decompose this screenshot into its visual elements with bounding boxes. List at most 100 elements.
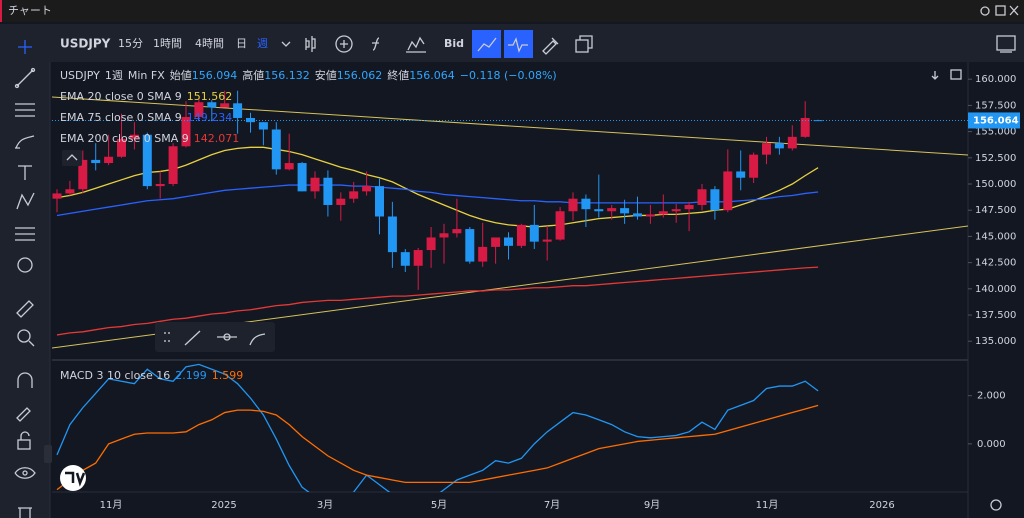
x-tick-label: 2026 xyxy=(869,500,894,511)
candle-body xyxy=(400,252,410,266)
x-tick-label: 9月 xyxy=(644,499,660,511)
toolbar-symbol[interactable]: USDJPY xyxy=(60,37,111,51)
candle-body xyxy=(633,213,642,217)
candle-body xyxy=(207,102,217,108)
ohlc-label: 始値 xyxy=(170,68,192,82)
candle-body xyxy=(504,237,513,246)
interval-button[interactable]: 日 xyxy=(236,37,247,50)
candle-body xyxy=(491,237,501,247)
y-tick-label: 140.000 xyxy=(975,284,1016,295)
y-tick-label: 155.000 xyxy=(975,127,1016,138)
candle-body xyxy=(439,233,449,238)
y-tick-label: 157.500 xyxy=(975,100,1016,111)
ohlc-value: 156.062 xyxy=(337,69,383,82)
candle-body xyxy=(568,198,578,212)
overlay: 135.000 137.500 140.000 142.500 145.000 147.5… xyxy=(60,68,1020,511)
candle-body xyxy=(465,229,475,262)
line-mode-button[interactable] xyxy=(472,30,501,58)
candle-body xyxy=(645,214,655,217)
candle-body xyxy=(555,211,565,240)
candle-body xyxy=(684,204,694,210)
icon xyxy=(508,37,528,53)
ohlc-label: 終値 xyxy=(387,68,409,82)
candle-body xyxy=(78,159,88,190)
candle-body xyxy=(787,136,797,149)
candle-body xyxy=(658,211,668,215)
ohlc-value: 156.132 xyxy=(264,69,310,82)
price-side-button[interactable]: Bid xyxy=(444,37,464,50)
candle-body xyxy=(723,171,733,211)
candle-body xyxy=(736,171,746,178)
legend-entry: EMA 200 close 0 SMA 9 xyxy=(60,132,189,145)
candle-body xyxy=(542,239,552,242)
candle-body xyxy=(607,208,617,212)
candle-body xyxy=(323,177,333,205)
icon xyxy=(477,37,497,52)
legend-value: 2.199 xyxy=(175,369,207,382)
candle-body xyxy=(336,198,346,205)
candle-body xyxy=(413,250,423,266)
sidebar-toggle[interactable] xyxy=(44,445,52,463)
y-tick-label: 152.500 xyxy=(975,153,1016,164)
legend-value: 151.562 xyxy=(187,90,233,103)
x-tick-label: 2025 xyxy=(211,500,236,511)
settings-icon[interactable] xyxy=(990,499,1002,511)
y-tick-label: 135.000 xyxy=(975,336,1016,347)
toolbar-icons[interactable] xyxy=(305,35,426,53)
candle-body xyxy=(258,122,268,130)
legend-value: 1.599 xyxy=(212,369,244,382)
candle-body xyxy=(529,224,539,242)
candle-body xyxy=(233,103,243,118)
candle-body xyxy=(697,189,707,205)
ema-line xyxy=(56,266,819,336)
candle-body xyxy=(91,159,101,164)
y-tick-label: 160.000 xyxy=(975,74,1016,85)
candle-body xyxy=(516,224,526,246)
legend-symbol: USDJPY xyxy=(60,69,100,82)
title-bar xyxy=(0,0,1024,22)
candle-body xyxy=(181,116,191,147)
macd-pane xyxy=(56,363,819,492)
legend-entry: EMA 75 close 0 SMA 9 xyxy=(60,111,182,124)
interval-button-active[interactable]: 週 xyxy=(257,37,268,50)
floating-tools[interactable] xyxy=(164,330,266,346)
window-icons[interactable] xyxy=(980,5,1019,16)
candle-body xyxy=(349,191,359,199)
candle-body xyxy=(581,198,591,210)
candle-body xyxy=(142,134,152,187)
candle-body xyxy=(387,216,397,253)
x-tick-label: 3月 xyxy=(317,499,333,511)
tv-logo xyxy=(60,465,86,491)
collapse-legend[interactable] xyxy=(62,150,82,166)
candle-body xyxy=(310,177,320,192)
legend-value: 149.234 xyxy=(187,111,233,124)
candle-body xyxy=(65,189,75,194)
interval-button[interactable]: 4時間 xyxy=(195,37,224,50)
candle-body xyxy=(710,189,720,211)
candle-body xyxy=(478,246,488,262)
ema-line xyxy=(56,146,819,228)
candle-body xyxy=(774,143,784,149)
pane-icons[interactable] xyxy=(931,69,962,80)
ohlc-value: 156.094 xyxy=(192,69,238,82)
window-title: チャート xyxy=(8,4,52,17)
title-accent xyxy=(0,0,2,22)
x-tick-label: 7月 xyxy=(544,499,560,511)
change: −0.118 (−0.08%) xyxy=(460,69,557,82)
candle-body xyxy=(155,184,165,187)
interval-dropdown[interactable] xyxy=(281,41,291,47)
candle-body xyxy=(749,154,759,178)
price-tag xyxy=(968,112,1020,129)
candle-body xyxy=(800,117,810,137)
candle-body xyxy=(194,102,204,117)
legend-interval: 1週 xyxy=(105,69,123,82)
interval-button[interactable]: 15分 xyxy=(118,37,143,50)
candle-body xyxy=(671,209,681,212)
y-tick-label: 2.000 xyxy=(977,391,1006,402)
drawing-tools[interactable] xyxy=(14,40,36,518)
toolbar-icons[interactable] xyxy=(542,35,1016,55)
interval-button[interactable]: 1時間 xyxy=(153,37,182,50)
candle-body xyxy=(220,103,230,108)
ohlc-label: 高値 xyxy=(242,68,264,82)
wave-mode-button[interactable] xyxy=(504,30,533,58)
